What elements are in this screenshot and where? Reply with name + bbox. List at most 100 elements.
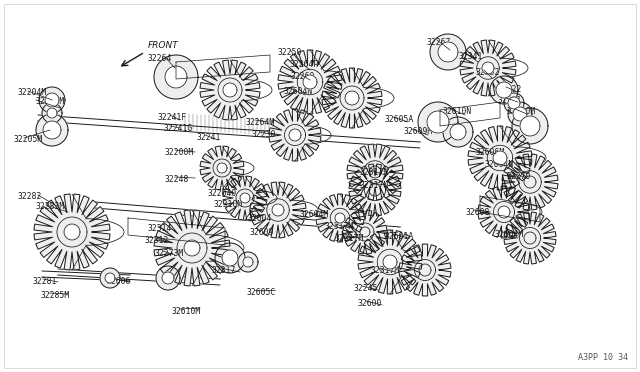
Polygon shape (345, 91, 359, 105)
Text: 32241: 32241 (197, 133, 221, 142)
Text: 32604M: 32604M (495, 230, 524, 239)
Text: 32230: 32230 (252, 130, 276, 139)
Text: 32282: 32282 (18, 192, 42, 201)
Text: 32264P: 32264P (290, 60, 319, 69)
Polygon shape (154, 55, 198, 99)
Polygon shape (250, 182, 306, 238)
Polygon shape (64, 224, 80, 240)
Text: 32260: 32260 (291, 72, 316, 81)
Polygon shape (498, 206, 510, 218)
Polygon shape (45, 93, 59, 107)
Polygon shape (105, 273, 115, 283)
Polygon shape (156, 266, 180, 290)
Polygon shape (508, 102, 532, 126)
Polygon shape (272, 204, 284, 216)
Polygon shape (100, 268, 120, 288)
Text: 32204M: 32204M (18, 88, 47, 97)
Text: 32267: 32267 (427, 38, 451, 47)
Polygon shape (184, 240, 200, 256)
Polygon shape (217, 163, 227, 173)
Text: 32608: 32608 (466, 208, 490, 217)
Polygon shape (468, 126, 532, 190)
Text: 32351: 32351 (498, 96, 522, 105)
Text: 32606: 32606 (107, 277, 131, 286)
Text: 32609M: 32609M (404, 127, 433, 136)
Text: 32317M: 32317M (371, 266, 400, 275)
Text: 32222: 32222 (498, 85, 522, 94)
Text: FRONT: FRONT (148, 41, 179, 50)
Polygon shape (508, 97, 520, 109)
Text: 32317N: 32317N (360, 181, 389, 190)
Text: 32312: 32312 (145, 236, 170, 245)
Text: 32310M: 32310M (214, 200, 243, 209)
Text: 32283M: 32283M (36, 202, 65, 211)
Text: 32600: 32600 (358, 299, 382, 308)
Text: 32610N: 32610N (443, 107, 472, 116)
Polygon shape (496, 82, 512, 98)
Polygon shape (269, 109, 321, 161)
Polygon shape (513, 107, 527, 121)
Text: 32264: 32264 (148, 54, 172, 63)
Polygon shape (347, 144, 403, 200)
Polygon shape (34, 194, 110, 270)
Polygon shape (223, 83, 237, 97)
Text: 32285M: 32285M (41, 291, 70, 300)
Polygon shape (335, 213, 345, 223)
Polygon shape (240, 193, 250, 203)
Polygon shape (303, 75, 317, 89)
Text: 32610M: 32610M (172, 307, 201, 316)
Polygon shape (238, 252, 258, 272)
Text: 32601A: 32601A (385, 232, 414, 241)
Text: 32604N: 32604N (284, 87, 313, 96)
Polygon shape (502, 154, 558, 210)
Text: 32604M: 32604M (300, 210, 329, 219)
Text: 32241G: 32241G (164, 124, 193, 133)
Polygon shape (504, 212, 556, 264)
Text: 32205M: 32205M (14, 135, 44, 144)
Text: 32317M: 32317M (335, 234, 364, 243)
Text: 32245: 32245 (354, 284, 378, 293)
Text: 32604: 32604 (248, 214, 273, 223)
Polygon shape (47, 108, 57, 118)
Text: 32317N: 32317N (360, 168, 389, 177)
Polygon shape (322, 68, 382, 128)
Polygon shape (278, 50, 342, 114)
Text: 32248: 32248 (165, 175, 189, 184)
Polygon shape (243, 257, 253, 267)
Polygon shape (418, 102, 458, 142)
Polygon shape (39, 87, 65, 113)
Polygon shape (42, 103, 62, 123)
Polygon shape (200, 60, 260, 120)
Text: 32605A: 32605A (385, 115, 414, 124)
Text: 32281: 32281 (33, 277, 58, 286)
Polygon shape (430, 34, 466, 70)
Text: 32350M: 32350M (507, 107, 536, 116)
Polygon shape (438, 42, 458, 62)
Polygon shape (399, 244, 451, 296)
Text: A3PP 10 34: A3PP 10 34 (578, 353, 628, 362)
Text: 32606M: 32606M (476, 148, 505, 157)
Polygon shape (36, 114, 68, 146)
Text: 32264M: 32264M (246, 118, 275, 127)
Polygon shape (222, 250, 238, 266)
Text: 32317: 32317 (212, 266, 236, 275)
Text: 322640: 322640 (208, 189, 237, 198)
Polygon shape (512, 108, 548, 144)
Polygon shape (490, 76, 518, 104)
Text: 32604N: 32604N (485, 160, 515, 169)
Text: 32605C: 32605C (247, 288, 276, 297)
Text: 32273M: 32273M (155, 249, 184, 258)
Text: 32203M: 32203M (36, 97, 65, 106)
Text: 32241F: 32241F (158, 113, 188, 122)
Polygon shape (343, 210, 387, 254)
Polygon shape (482, 62, 494, 74)
Text: 32250: 32250 (278, 48, 302, 57)
Polygon shape (349, 164, 401, 216)
Text: 32609: 32609 (250, 228, 275, 237)
Polygon shape (223, 176, 267, 220)
Text: 32270: 32270 (507, 172, 531, 181)
Text: 32317M: 32317M (325, 222, 355, 231)
Polygon shape (43, 121, 61, 139)
Text: 32314: 32314 (148, 224, 172, 233)
Polygon shape (443, 117, 473, 147)
